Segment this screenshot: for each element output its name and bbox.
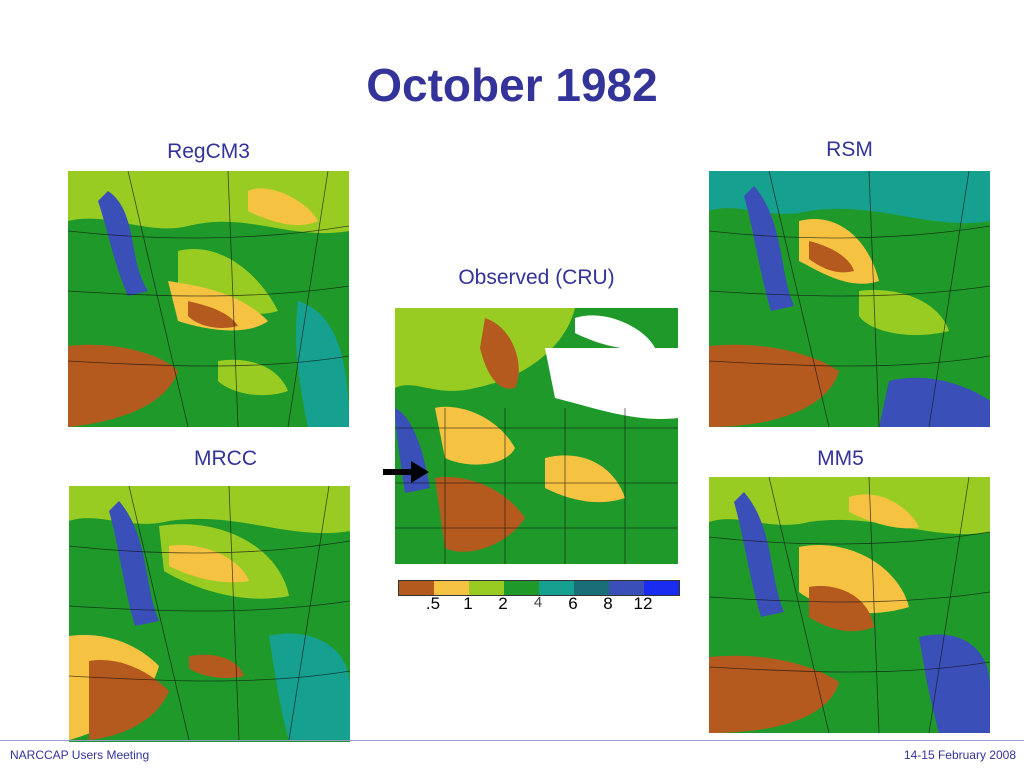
slide-title: October 1982 [366, 59, 658, 111]
footer-left-text: NARCCAP Users Meeting [10, 748, 150, 762]
legend-swatch [504, 581, 539, 595]
mrcc-map [69, 486, 350, 742]
observed-map [395, 308, 678, 564]
legend-tick-labels: .5 1 2 4 6 8 12 [398, 594, 678, 614]
legend-swatch [434, 581, 469, 595]
footer-right-text: 14-15 February 2008 [903, 748, 1016, 762]
legend-tick: 1 [463, 594, 473, 613]
mrcc-label: MRCC [194, 447, 257, 470]
legend-swatch [609, 581, 644, 595]
legend-tick: 2 [498, 594, 508, 613]
legend-tick: .5 [425, 594, 441, 613]
legend-swatch [644, 581, 679, 595]
color-legend [398, 580, 680, 596]
legend-tick: 8 [603, 594, 613, 613]
rsm-label: RSM [826, 138, 873, 161]
regcm3-map [68, 171, 349, 427]
regcm3-label: RegCM3 [167, 140, 250, 163]
footer-divider [0, 740, 1024, 741]
arrow-right-icon [383, 461, 429, 483]
legend-tick: 12 [633, 594, 653, 613]
legend-tick: 6 [568, 594, 578, 613]
legend-tick: 4 [533, 594, 543, 611]
observed-label: Observed (CRU) [458, 266, 615, 289]
legend-swatch [399, 581, 434, 595]
rsm-map [709, 171, 990, 427]
legend-swatch [469, 581, 504, 595]
mm5-label: MM5 [817, 447, 864, 470]
legend-swatch [539, 581, 574, 595]
mm5-map [709, 477, 990, 733]
legend-swatch [574, 581, 609, 595]
